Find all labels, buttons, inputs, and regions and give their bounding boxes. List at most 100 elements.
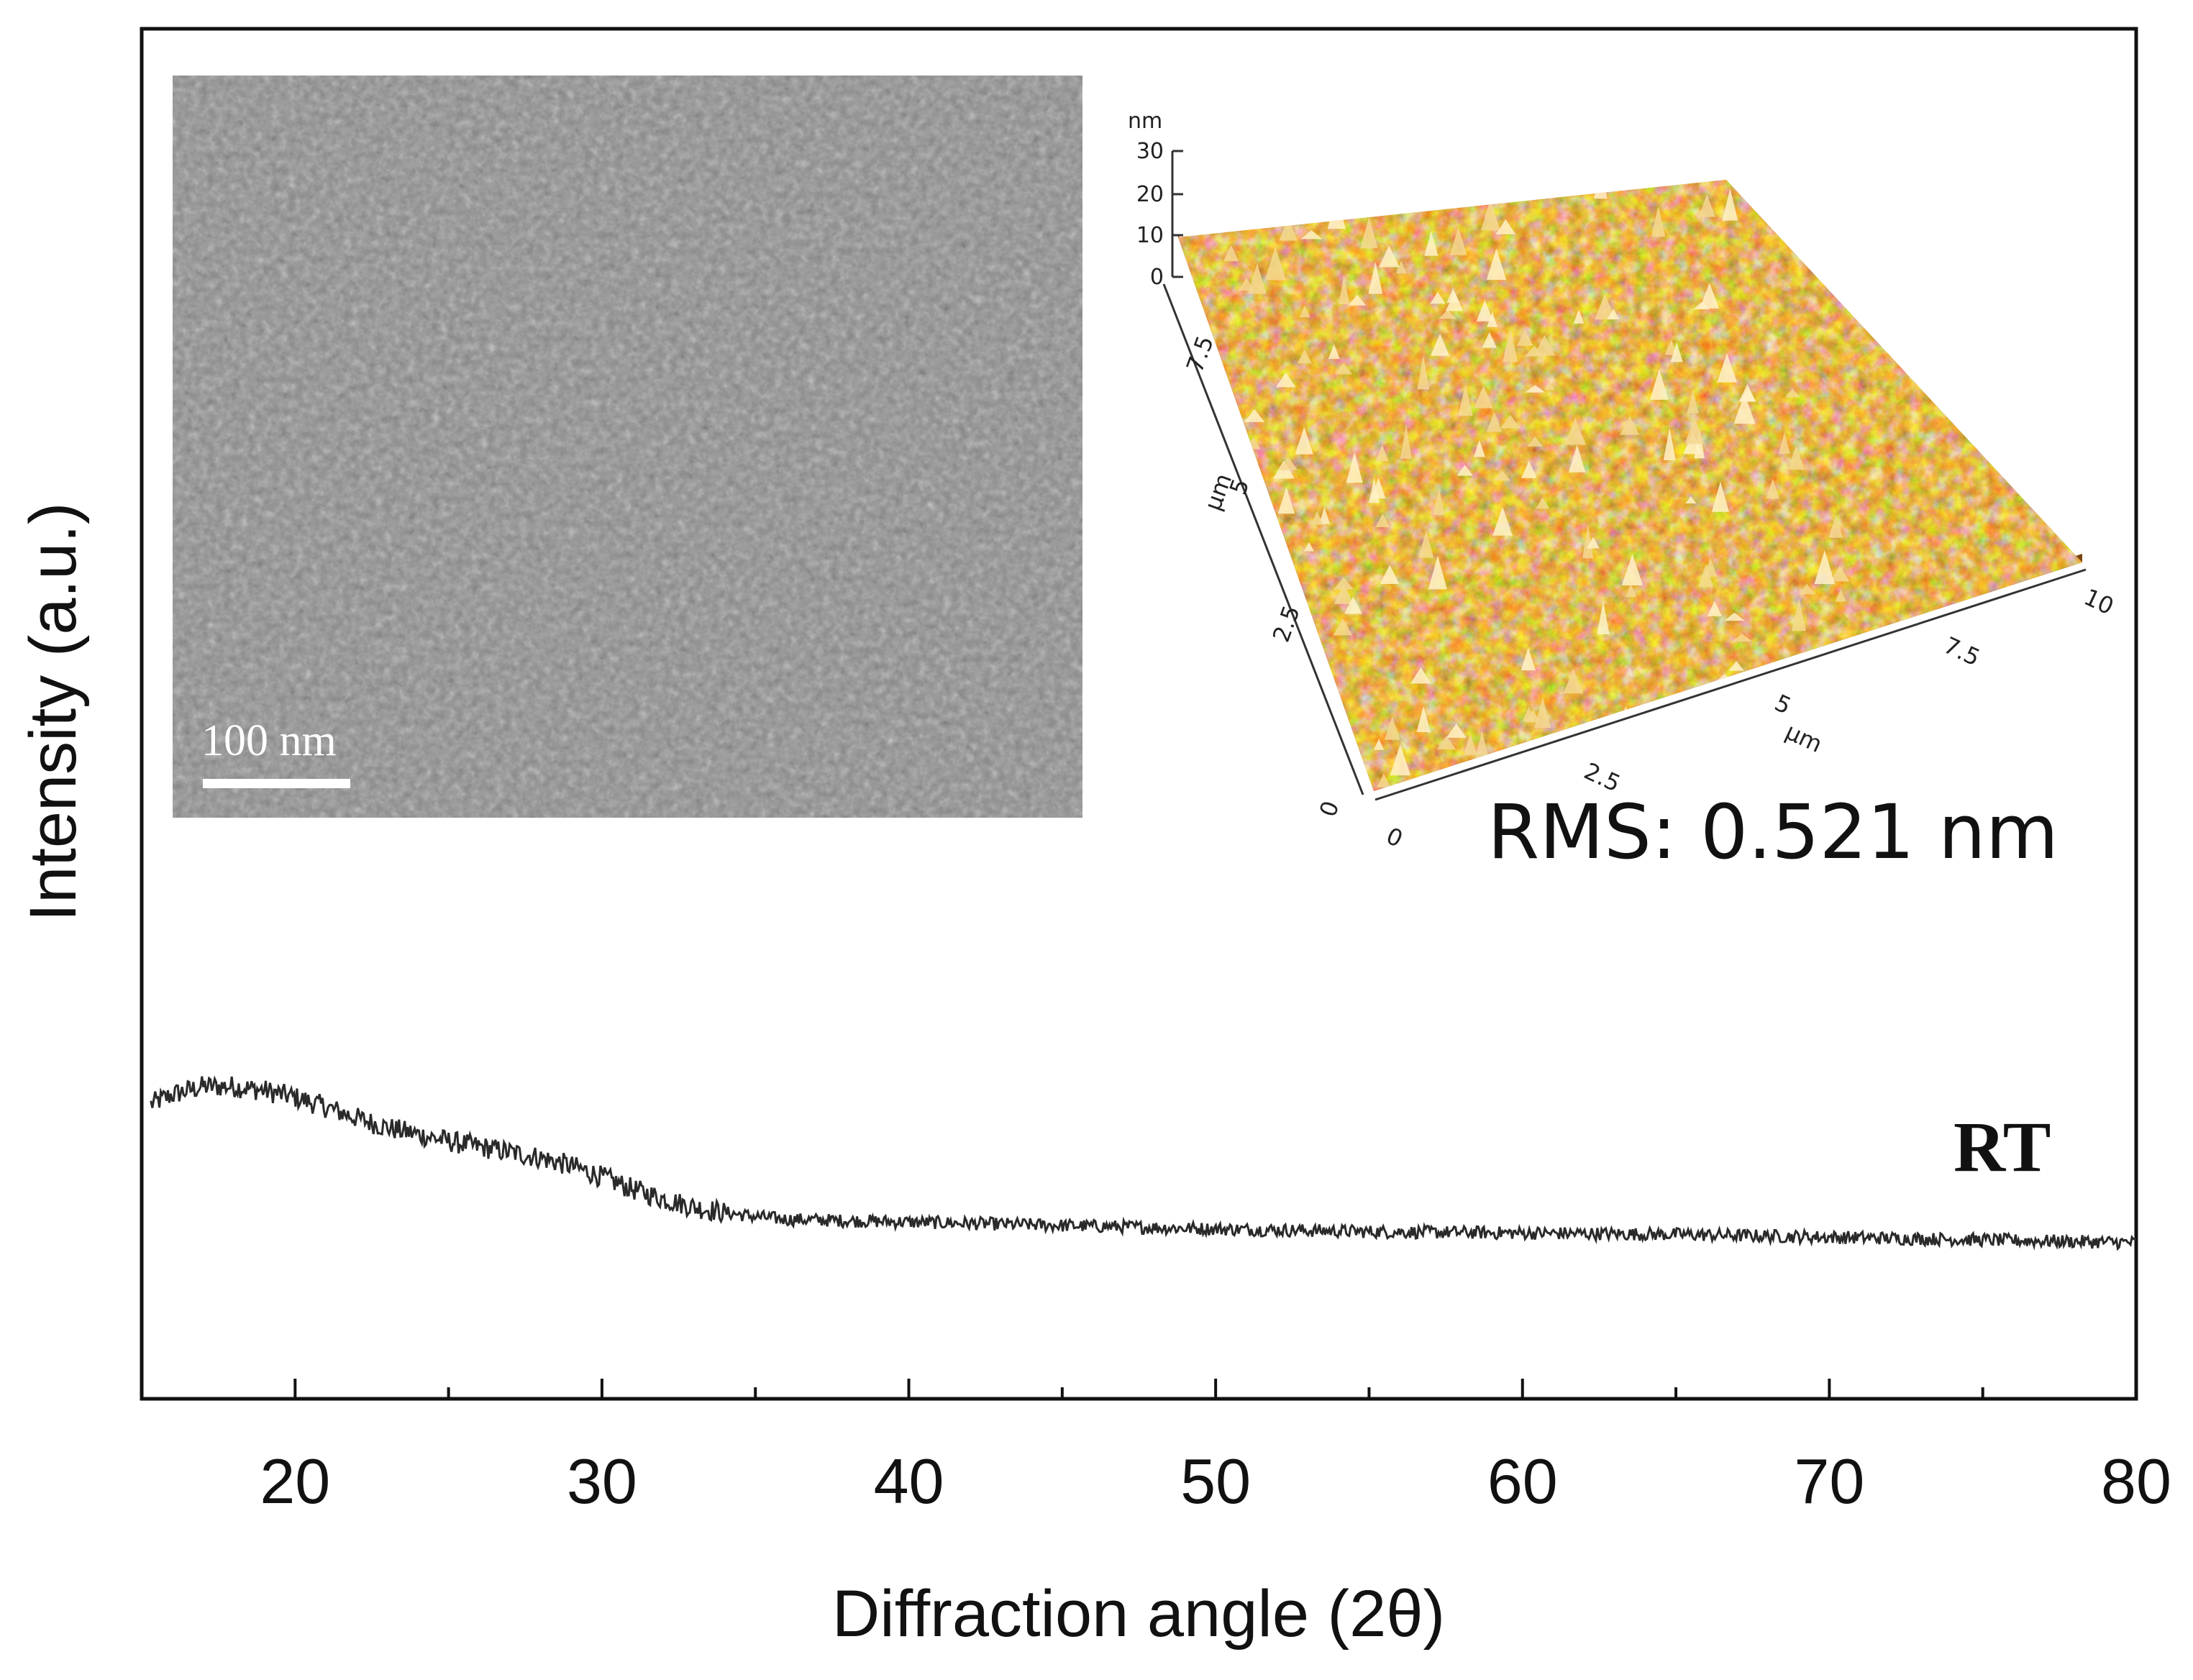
afm-peak [1303,542,1315,552]
afm-peak [1335,362,1353,375]
afm-peak [1569,444,1586,472]
afm-peak [1851,672,1874,694]
afm-peak [1731,634,1753,642]
afm-peak [1380,565,1400,584]
afm-peak [1522,706,1536,721]
afm-peak [1492,470,1511,481]
afm-peak [1476,300,1494,321]
afm-x-tick-label: 10 [2080,583,2118,621]
x-tick-label: 70 [1794,1446,1864,1517]
afm-x-tick-label: 5 [1771,689,1796,720]
afm-x-tick-label: 7.5 [1940,631,1984,672]
afm-peak [1717,353,1737,383]
afm-peak [1828,515,1843,538]
afm-peak [1663,427,1676,460]
afm-y-axis [1162,283,1364,795]
afm-peak [1384,716,1400,740]
afm-rms-label: RMS: 0.521 nm [1487,788,2058,876]
afm-peak [1375,444,1389,462]
afm-peak [1277,486,1295,514]
afm-peak [1594,180,1608,199]
x-tick-label: 80 [2101,1446,2171,1517]
afm-peak [1418,530,1434,558]
afm-peak [1621,554,1643,585]
afm-peak [1787,445,1805,470]
x-tick-label: 50 [1180,1446,1251,1517]
x-tick-label: 20 [260,1446,330,1517]
afm-peak [1521,460,1537,478]
afm-peak [1417,355,1430,390]
afm-peak [1379,245,1400,268]
afm-peak [1436,736,1456,750]
afm-peak [1516,329,1533,346]
afm-peak [1722,188,1738,221]
sem-inset: 100 nm [173,76,1082,818]
afm-peak [1275,372,1296,388]
x-tick-label: 60 [1487,1446,1558,1517]
afm-peak [1563,668,1584,693]
afm-peak [1733,393,1756,424]
afm-peak [1587,537,1600,549]
afm-y-tick-label: 2.5 [1267,602,1305,646]
afm-peak [1396,260,1407,274]
afm-peak [1487,411,1503,432]
afm-peak [1333,584,1354,604]
afm-peak [1766,478,1780,499]
afm-peak [1223,245,1239,261]
series-layer [150,1075,2137,1251]
afm-peak [1360,216,1378,249]
afm-peak [1798,583,1815,595]
afm-peak [1400,424,1412,459]
afm-peak [1299,305,1310,318]
afm-peak [1707,601,1723,616]
afm-peak [1814,550,1836,585]
series-line-rt [150,1075,2137,1251]
afm-z-tick-label: 10 [1136,223,1164,248]
afm-peaks [1223,180,1887,788]
afm-y-tick-label: 7.5 [1181,332,1219,376]
afm-peak [1474,385,1493,408]
afm-peak [1495,219,1516,234]
afm-peak [1333,618,1353,636]
afm-peak [1416,706,1431,732]
afm-peak [1728,661,1744,671]
afm-peak [1830,565,1850,582]
afm-peak [1456,465,1474,476]
sem-scale-bar [203,779,350,788]
afm-peak [1449,227,1467,255]
afm-peak [1311,511,1323,525]
afm-peak [1295,426,1313,455]
afm-peak [1431,333,1450,356]
afm-peak [1458,383,1473,416]
sem-texture [173,76,1082,818]
afm-peak [1700,283,1720,309]
afm-peak [1300,230,1323,239]
afm-peak [1369,478,1380,503]
afm-z-tick-label: 20 [1136,182,1164,207]
afm-peak [1375,513,1390,527]
plot-frame [140,27,2138,1401]
afm-peak [1348,294,1367,306]
afm-x-axis [1374,568,2087,801]
afm-peak [1597,601,1610,634]
afm-inset: nm 30 20 10 0 7.5 µm 5 2.5 0 0 2.5 5 µm … [1128,109,2118,876]
afm-y-tick-label: 0 [1314,798,1345,821]
afm-peak [1533,334,1556,356]
afm-peak [1500,414,1520,429]
afm-peak [1439,309,1456,319]
x-tick-label: 30 [567,1446,637,1517]
x-tick-label: 40 [874,1446,944,1517]
afm-peak [1368,262,1383,294]
afm-peak [1475,730,1489,759]
afm-peak [1424,231,1439,256]
afm-peak [1446,723,1467,738]
afm-peak [1390,744,1411,776]
afm-peak [1779,432,1790,454]
afm-peak [1867,642,1887,672]
afm-peak [1594,293,1615,320]
afm-peak [1698,193,1715,217]
afm-x-unit: µm [1782,718,1827,758]
afm-peak [1333,577,1354,590]
afm-z-tick-label: 30 [1136,139,1164,164]
